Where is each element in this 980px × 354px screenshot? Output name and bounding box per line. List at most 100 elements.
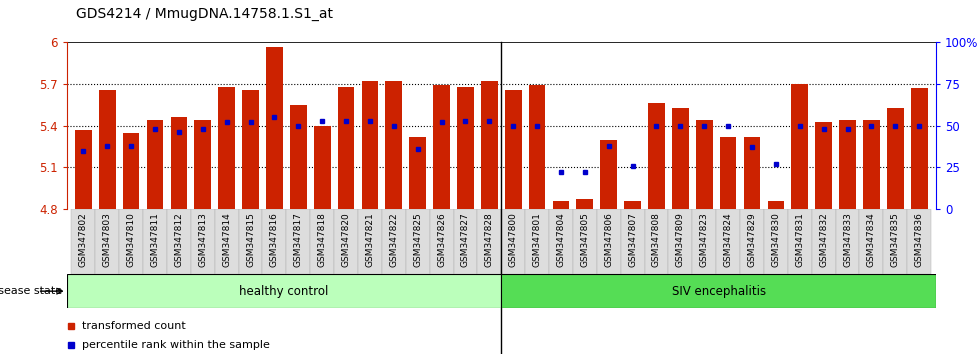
Bar bbox=[362, 81, 378, 209]
Bar bbox=[767, 200, 784, 209]
Bar bbox=[406, 209, 429, 274]
Bar bbox=[525, 209, 549, 274]
Text: GSM347814: GSM347814 bbox=[222, 212, 231, 267]
Bar bbox=[457, 87, 473, 209]
Text: GSM347815: GSM347815 bbox=[246, 212, 255, 267]
Bar bbox=[696, 120, 712, 209]
Text: GSM347836: GSM347836 bbox=[914, 212, 924, 267]
Bar bbox=[99, 90, 116, 209]
Text: GSM347807: GSM347807 bbox=[628, 212, 637, 267]
Text: GSM347800: GSM347800 bbox=[509, 212, 517, 267]
Bar bbox=[553, 200, 569, 209]
Bar bbox=[433, 85, 450, 209]
Text: healthy control: healthy control bbox=[239, 285, 328, 298]
Text: transformed count: transformed count bbox=[82, 321, 186, 331]
Text: GSM347806: GSM347806 bbox=[605, 212, 613, 267]
Bar bbox=[502, 274, 936, 308]
Bar bbox=[266, 47, 283, 209]
Bar bbox=[764, 209, 788, 274]
Text: GSM347801: GSM347801 bbox=[532, 212, 542, 267]
Text: GSM347827: GSM347827 bbox=[461, 212, 470, 267]
Bar bbox=[194, 120, 211, 209]
Text: GSM347812: GSM347812 bbox=[174, 212, 183, 267]
Text: GSM347834: GSM347834 bbox=[867, 212, 876, 267]
Bar bbox=[72, 209, 95, 274]
Bar bbox=[529, 85, 546, 209]
Bar bbox=[692, 209, 716, 274]
Bar bbox=[382, 209, 406, 274]
Bar bbox=[719, 137, 737, 209]
Bar bbox=[147, 120, 164, 209]
Bar bbox=[620, 209, 645, 274]
Text: GSM347835: GSM347835 bbox=[891, 212, 900, 267]
Text: GSM347808: GSM347808 bbox=[652, 212, 661, 267]
Text: GSM347817: GSM347817 bbox=[294, 212, 303, 267]
Bar bbox=[792, 84, 808, 209]
Bar bbox=[263, 209, 286, 274]
Text: GSM347821: GSM347821 bbox=[366, 212, 374, 267]
Bar bbox=[338, 87, 355, 209]
Text: GSM347831: GSM347831 bbox=[796, 212, 805, 267]
Bar bbox=[314, 126, 330, 209]
Text: GSM347802: GSM347802 bbox=[78, 212, 88, 267]
Text: GSM347829: GSM347829 bbox=[748, 212, 757, 267]
Bar bbox=[95, 209, 120, 274]
Bar bbox=[477, 209, 502, 274]
Text: GSM347803: GSM347803 bbox=[103, 212, 112, 267]
Bar bbox=[215, 209, 238, 274]
Text: GSM347833: GSM347833 bbox=[843, 212, 852, 267]
Text: GSM347822: GSM347822 bbox=[389, 212, 398, 267]
Bar bbox=[549, 209, 573, 274]
Bar bbox=[385, 81, 402, 209]
Bar bbox=[122, 133, 139, 209]
Bar bbox=[648, 103, 664, 209]
Bar bbox=[672, 108, 689, 209]
Bar bbox=[573, 209, 597, 274]
Bar bbox=[67, 274, 502, 308]
Bar bbox=[624, 200, 641, 209]
Bar bbox=[167, 209, 191, 274]
Text: GSM347824: GSM347824 bbox=[723, 212, 733, 267]
Bar bbox=[887, 108, 904, 209]
Bar bbox=[601, 139, 617, 209]
Bar bbox=[815, 121, 832, 209]
Text: GSM347805: GSM347805 bbox=[580, 212, 589, 267]
Bar bbox=[219, 87, 235, 209]
Bar bbox=[597, 209, 620, 274]
Bar bbox=[75, 130, 92, 209]
Text: GSM347811: GSM347811 bbox=[151, 212, 160, 267]
Bar bbox=[334, 209, 358, 274]
Text: GSM347813: GSM347813 bbox=[198, 212, 207, 267]
Text: GSM347823: GSM347823 bbox=[700, 212, 709, 267]
Bar bbox=[120, 209, 143, 274]
Text: GSM347816: GSM347816 bbox=[270, 212, 279, 267]
Bar bbox=[788, 209, 811, 274]
Text: percentile rank within the sample: percentile rank within the sample bbox=[82, 340, 270, 350]
Bar bbox=[744, 137, 760, 209]
Bar bbox=[481, 81, 498, 209]
Text: GSM347804: GSM347804 bbox=[557, 212, 565, 267]
Bar bbox=[883, 209, 907, 274]
Bar bbox=[171, 118, 187, 209]
Bar bbox=[907, 209, 931, 274]
Text: SIV encephalitis: SIV encephalitis bbox=[671, 285, 765, 298]
Bar bbox=[863, 120, 880, 209]
Bar bbox=[290, 105, 307, 209]
Text: disease state: disease state bbox=[0, 286, 62, 296]
Text: GSM347818: GSM347818 bbox=[318, 212, 326, 267]
Bar bbox=[242, 90, 259, 209]
Bar bbox=[501, 209, 525, 274]
Bar bbox=[836, 209, 859, 274]
Bar bbox=[143, 209, 167, 274]
Text: GSM347825: GSM347825 bbox=[414, 212, 422, 267]
Text: GSM347826: GSM347826 bbox=[437, 212, 446, 267]
Bar bbox=[576, 199, 593, 209]
Bar bbox=[645, 209, 668, 274]
Text: GDS4214 / MmugDNA.14758.1.S1_at: GDS4214 / MmugDNA.14758.1.S1_at bbox=[76, 7, 333, 21]
Bar bbox=[311, 209, 334, 274]
Text: GSM347830: GSM347830 bbox=[771, 212, 780, 267]
Bar bbox=[410, 137, 426, 209]
Bar bbox=[191, 209, 215, 274]
Bar bbox=[238, 209, 263, 274]
Bar bbox=[839, 120, 856, 209]
